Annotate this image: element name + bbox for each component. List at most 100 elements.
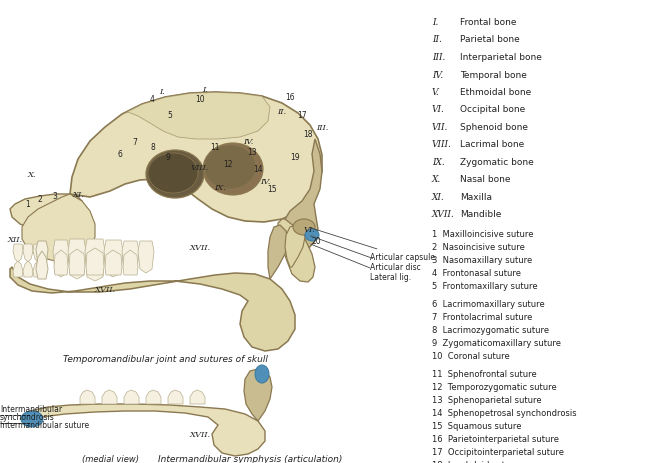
- Text: Lateral lig.: Lateral lig.: [311, 244, 411, 281]
- Text: 16  Parietointerparietal suture: 16 Parietointerparietal suture: [432, 434, 559, 443]
- Polygon shape: [36, 242, 48, 277]
- Text: 7  Frontolacrimal suture: 7 Frontolacrimal suture: [432, 313, 532, 321]
- Text: Intermandibular suture: Intermandibular suture: [0, 420, 89, 430]
- Text: Temporomandibular joint and sutures of skull: Temporomandibular joint and sutures of s…: [63, 355, 267, 364]
- Text: III.: III.: [316, 124, 328, 131]
- Text: 9  Zygomaticomaxillary suture: 9 Zygomaticomaxillary suture: [432, 338, 561, 347]
- Text: 17: 17: [297, 110, 307, 119]
- Polygon shape: [104, 240, 123, 277]
- Text: 18  Lambdoid suture: 18 Lambdoid suture: [432, 460, 519, 463]
- Polygon shape: [68, 239, 86, 279]
- Text: IV.: IV.: [260, 178, 270, 186]
- Text: Articular disc: Articular disc: [311, 237, 421, 271]
- Ellipse shape: [146, 150, 204, 199]
- Text: 17  Occipitointerparietal suture: 17 Occipitointerparietal suture: [432, 447, 564, 456]
- Text: Intermandibular symphysis (articulation): Intermandibular symphysis (articulation): [158, 455, 342, 463]
- Polygon shape: [80, 390, 95, 404]
- Polygon shape: [102, 390, 117, 404]
- Text: 7: 7: [132, 138, 138, 147]
- Text: 2: 2: [37, 195, 43, 204]
- Text: 10  Coronal suture: 10 Coronal suture: [432, 351, 510, 360]
- Text: Maxilla: Maxilla: [460, 193, 492, 201]
- Polygon shape: [20, 404, 265, 456]
- Polygon shape: [278, 219, 315, 282]
- Polygon shape: [23, 262, 33, 277]
- Text: 5  Frontomaxillary suture: 5 Frontomaxillary suture: [432, 282, 537, 290]
- Text: X.: X.: [432, 175, 441, 184]
- Polygon shape: [13, 262, 23, 277]
- Text: 1  Maxilloincisive suture: 1 Maxilloincisive suture: [432, 230, 534, 238]
- Text: 5: 5: [167, 110, 172, 119]
- Text: 14  Sphenopetrosal synchondrosis: 14 Sphenopetrosal synchondrosis: [432, 408, 577, 417]
- Text: II.: II.: [277, 108, 287, 116]
- Text: 12: 12: [224, 160, 233, 169]
- Text: Zygomatic bone: Zygomatic bone: [460, 158, 534, 167]
- Polygon shape: [190, 390, 205, 404]
- Text: 13  Sphenoparietal suture: 13 Sphenoparietal suture: [432, 395, 541, 404]
- Text: IX.: IX.: [432, 158, 444, 167]
- Text: I.: I.: [432, 18, 439, 27]
- Text: Parietal bone: Parietal bone: [460, 36, 520, 44]
- Polygon shape: [86, 249, 104, 275]
- Polygon shape: [10, 194, 85, 232]
- Text: XVII.: XVII.: [94, 285, 116, 294]
- Polygon shape: [146, 390, 161, 404]
- Text: 11: 11: [210, 143, 220, 152]
- Polygon shape: [70, 93, 322, 223]
- Polygon shape: [54, 250, 68, 275]
- Text: Ethmoidal bone: Ethmoidal bone: [460, 88, 531, 97]
- Text: IX.: IX.: [214, 184, 226, 192]
- Polygon shape: [22, 194, 95, 262]
- Text: XVII.: XVII.: [189, 430, 211, 438]
- Text: (medial view): (medial view): [81, 455, 138, 463]
- Text: Nasal bone: Nasal bone: [460, 175, 510, 184]
- Polygon shape: [122, 93, 270, 140]
- Polygon shape: [282, 140, 322, 251]
- Text: Sphenoid bone: Sphenoid bone: [460, 123, 528, 131]
- Text: VI.: VI.: [304, 225, 316, 233]
- Polygon shape: [69, 250, 85, 275]
- Text: 4: 4: [150, 95, 154, 104]
- Text: 15  Squamous suture: 15 Squamous suture: [432, 421, 521, 430]
- Ellipse shape: [203, 144, 263, 195]
- Text: 13: 13: [247, 148, 257, 157]
- Text: 3  Nasomaxillary suture: 3 Nasomaxillary suture: [432, 256, 532, 264]
- Text: 14: 14: [253, 165, 263, 174]
- Text: Temporal bone: Temporal bone: [460, 70, 527, 79]
- Text: VIII.: VIII.: [432, 140, 452, 149]
- Text: X.: X.: [28, 171, 36, 179]
- Polygon shape: [33, 244, 43, 263]
- Text: Occipital bone: Occipital bone: [460, 105, 525, 114]
- Text: IV.: IV.: [432, 70, 443, 79]
- Polygon shape: [85, 239, 105, 282]
- Polygon shape: [124, 390, 139, 404]
- Ellipse shape: [21, 411, 43, 427]
- Text: Lacrimal bone: Lacrimal bone: [460, 140, 525, 149]
- Text: XI.: XI.: [432, 193, 444, 201]
- Text: 20: 20: [311, 237, 321, 246]
- Text: III.: III.: [432, 53, 445, 62]
- Text: 12  Temporozygomatic suture: 12 Temporozygomatic suture: [432, 382, 557, 391]
- Polygon shape: [122, 242, 139, 275]
- Ellipse shape: [305, 230, 319, 242]
- Text: IV.: IV.: [243, 138, 253, 146]
- Text: 16: 16: [285, 94, 295, 102]
- Text: I.: I.: [202, 86, 208, 94]
- Text: Mandible: Mandible: [460, 210, 501, 219]
- Text: XVII.: XVII.: [189, 244, 211, 251]
- Text: 4  Frontonasal suture: 4 Frontonasal suture: [432, 269, 521, 277]
- Polygon shape: [285, 225, 305, 268]
- Text: 8  Lacrimozygomatic suture: 8 Lacrimozygomatic suture: [432, 325, 549, 334]
- Text: 19: 19: [290, 153, 300, 162]
- Text: 9: 9: [165, 153, 171, 162]
- Text: V.: V.: [432, 88, 440, 97]
- Text: 6  Lacrimomaxillary suture: 6 Lacrimomaxillary suture: [432, 300, 545, 308]
- Text: Frontal bone: Frontal bone: [460, 18, 517, 27]
- Text: 3: 3: [52, 192, 57, 201]
- Polygon shape: [244, 369, 272, 421]
- Polygon shape: [10, 268, 295, 351]
- Ellipse shape: [255, 365, 269, 383]
- Text: 15: 15: [267, 185, 277, 194]
- Text: VI.: VI.: [432, 105, 445, 114]
- Ellipse shape: [204, 146, 256, 189]
